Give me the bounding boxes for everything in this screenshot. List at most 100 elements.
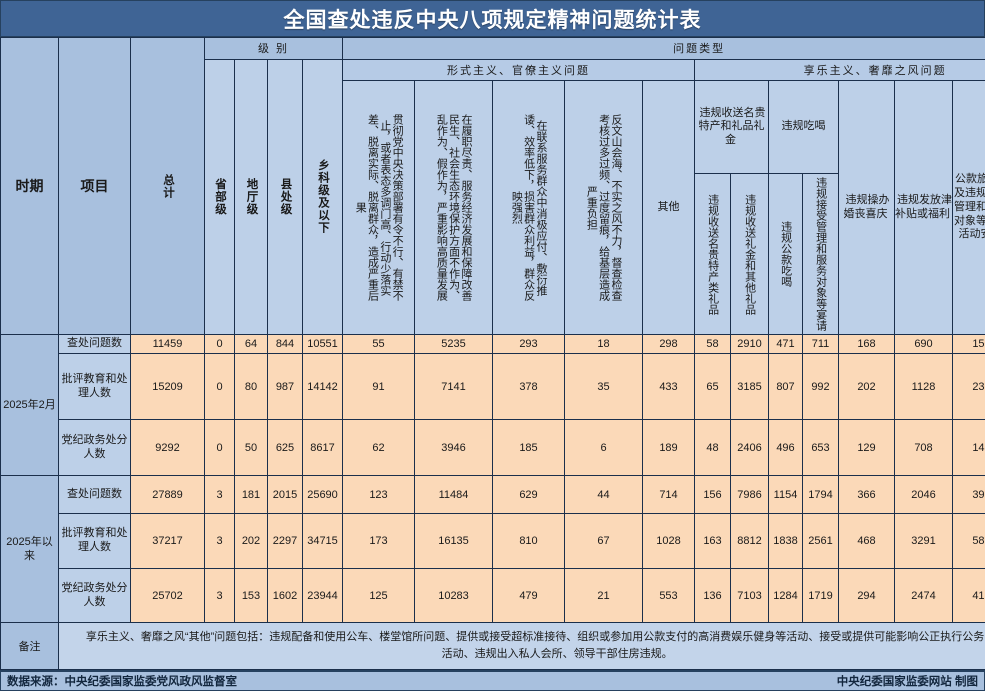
cell-hedonism: 1128 <box>894 353 953 420</box>
cell-formalism: 7141 <box>414 353 493 420</box>
cell-level: 153 <box>234 568 268 623</box>
cell-formalism: 21 <box>564 568 643 623</box>
cell-level: 202 <box>234 513 268 569</box>
cell-formalism: 10283 <box>414 568 493 623</box>
cell-hedonism: 397 <box>952 475 985 514</box>
cell-level: 80 <box>234 353 268 420</box>
cell-hedonism: 168 <box>838 334 895 354</box>
cell-level: 64 <box>234 334 268 354</box>
cell-hedonism: 2406 <box>730 419 769 476</box>
cell-hedonism: 366 <box>838 475 895 514</box>
table-row: 批评教育和处理人数 37217 3 202 2297 34715 173 161… <box>1 513 985 569</box>
header-hedonism-col-cashgift: 违规收送礼金和其他礼品 <box>730 173 769 336</box>
cell-hedonism: 58 <box>694 334 731 354</box>
cell-hedonism: 690 <box>894 334 953 354</box>
header-total: 总计 <box>130 36 205 336</box>
cell-level: 0 <box>204 353 235 420</box>
header-row-groups-1: 时期 项目 总计 级 别 问题类型 <box>0 36 985 336</box>
cell-hedonism: 1284 <box>768 568 803 623</box>
cell-total: 25702 <box>130 568 205 623</box>
cell-level: 2015 <box>267 475 303 514</box>
row-item-label: 党纪政务处分人数 <box>58 419 131 476</box>
header-hedonism-eat-group: 违规吃喝 <box>768 80 839 175</box>
cell-hedonism: 2474 <box>894 568 953 623</box>
header-level-diting: 地厅级 <box>234 58 268 336</box>
cell-formalism: 185 <box>492 419 565 476</box>
header-level-group: 级 别 <box>204 37 343 60</box>
cell-formalism: 553 <box>642 568 695 623</box>
cell-hedonism: 136 <box>694 568 731 623</box>
cell-level: 987 <box>267 353 303 420</box>
header-hedonism-col-travel: 公款旅游以及违规接受管理和服务对象等旅游活动安排 <box>952 80 985 336</box>
row-item-label: 党纪政务处分人数 <box>58 568 131 623</box>
header-hedonism-col-specialty: 违规收送名贵特产类礼品 <box>694 173 731 336</box>
cell-formalism: 714 <box>642 475 695 514</box>
cell-hedonism: 294 <box>838 568 895 623</box>
cell-hedonism: 8812 <box>730 513 769 569</box>
cell-hedonism: 708 <box>894 419 953 476</box>
cell-total: 11459 <box>130 334 205 354</box>
header-level-xianchu: 县处级 <box>267 58 303 336</box>
cell-formalism: 298 <box>642 334 695 354</box>
header-formalism-col-1: 贯彻党中央决策部署有令不行、有禁不止，或者表态多调门高、行动少落实差、脱离实际、… <box>342 80 415 336</box>
cell-formalism: 16135 <box>414 513 493 569</box>
cell-hedonism: 3291 <box>894 513 953 569</box>
cell-hedonism: 7986 <box>730 475 769 514</box>
cell-level: 8617 <box>302 419 343 476</box>
cell-hedonism: 163 <box>694 513 731 569</box>
cell-hedonism: 711 <box>802 334 839 354</box>
cell-hedonism: 156 <box>694 475 731 514</box>
cell-level: 0 <box>204 334 235 354</box>
cell-formalism: 810 <box>492 513 565 569</box>
source-footer: 数据来源：中央纪委国家监委党风政风监督室 中央纪委国家监委网站 制图 <box>0 670 985 691</box>
row-period-label: 2025年以来 <box>0 475 59 623</box>
row-item-label: 查处问题数 <box>58 334 131 354</box>
cell-hedonism: 1838 <box>768 513 803 569</box>
cell-formalism: 18 <box>564 334 643 354</box>
cell-formalism: 44 <box>564 475 643 514</box>
header-hedonism-col-banquet: 违规接受管理和服务对象等宴请 <box>802 173 839 336</box>
cell-total: 27889 <box>130 475 205 514</box>
cell-hedonism: 1719 <box>802 568 839 623</box>
cell-formalism: 6 <box>564 419 643 476</box>
header-hedonism-col-publicdining: 违规公款吃喝 <box>768 173 803 336</box>
cell-level: 50 <box>234 419 268 476</box>
cell-hedonism: 150 <box>952 334 985 354</box>
credit-label: 中央纪委国家监委网站 制图 <box>836 676 978 688</box>
header-problem-type-group: 问题类型 <box>341 37 985 60</box>
cell-level: 10551 <box>302 334 343 354</box>
table-row: 党纪政务处分人数 9292 0 50 625 8617 62 3946 185 … <box>1 419 985 476</box>
cell-level: 2297 <box>267 513 303 569</box>
cell-hedonism: 468 <box>838 513 895 569</box>
cell-formalism: 189 <box>642 419 695 476</box>
header-level-xiangke: 乡科级及以下 <box>302 58 343 336</box>
cell-formalism: 67 <box>564 513 643 569</box>
cell-formalism: 1028 <box>642 513 695 569</box>
cell-level: 844 <box>267 334 303 354</box>
cell-formalism: 173 <box>342 513 415 569</box>
cell-formalism: 433 <box>642 353 695 420</box>
cell-hedonism: 471 <box>768 334 803 354</box>
page-title: 全国查处违反中央八项规定精神问题统计表 <box>283 8 702 32</box>
cell-hedonism: 3185 <box>730 353 769 420</box>
cell-formalism: 293 <box>492 334 565 354</box>
header-row-groups-2: 省部级 地厅级 县处级 乡科级及以下 形式主义、官僚主义问题 享乐主义、奢靡之风… <box>1 58 985 336</box>
header-row-groups-3: 贯彻党中央决策部署有令不行、有禁不止，或者表态多调门高、行动少落实差、脱离实际、… <box>1 80 985 336</box>
cell-hedonism: 992 <box>802 353 839 420</box>
table-row: 批评教育和处理人数 15209 0 80 987 14142 91 7141 3… <box>1 353 985 420</box>
cell-total: 9292 <box>130 419 205 476</box>
cell-formalism: 479 <box>492 568 565 623</box>
header-hedonism-group: 享乐主义、奢靡之风问题 <box>693 58 985 82</box>
cell-formalism: 3946 <box>414 419 493 476</box>
row-item-label: 批评教育和处理人数 <box>58 353 131 420</box>
cell-hedonism: 202 <box>838 353 895 420</box>
cell-formalism: 55 <box>342 334 415 354</box>
header-formalism-col-other: 其他 <box>642 80 695 336</box>
cell-level: 3 <box>204 568 235 623</box>
cell-hedonism: 1794 <box>802 475 839 514</box>
header-level-sheng: 省部级 <box>204 58 235 336</box>
cell-total: 15209 <box>130 353 205 420</box>
cell-formalism: 629 <box>492 475 565 514</box>
cell-formalism: 123 <box>342 475 415 514</box>
